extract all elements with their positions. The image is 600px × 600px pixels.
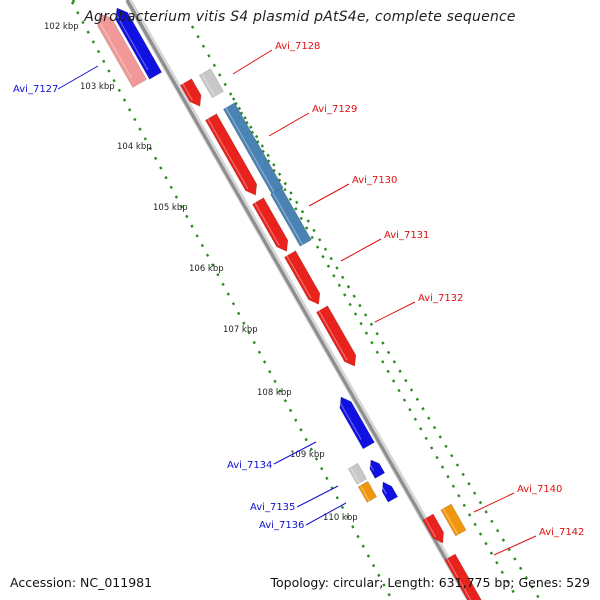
gene-leader-line — [273, 441, 317, 465]
feature-cds-forward — [444, 553, 482, 600]
kbp-label: 110 kbp — [323, 513, 358, 523]
kbp-label: 106 kbp — [189, 264, 224, 274]
gene-leader-line — [57, 65, 99, 90]
feature-blast-highlight — [225, 107, 275, 194]
feature-cds-reverse — [339, 396, 375, 450]
gene-leader-line — [340, 238, 382, 262]
gene-leader-line — [268, 112, 310, 137]
feature-rna-highlight — [359, 485, 370, 502]
gene-label-avi-7129: Avi_7129 — [312, 104, 357, 115]
tick-track-outer — [71, 0, 520, 600]
feature-other — [198, 68, 224, 99]
feature-cds-reverse-highlight — [379, 483, 387, 495]
feature-cds-reverse-highlight — [337, 398, 362, 440]
feature-cds-reverse — [115, 7, 163, 80]
feature-other — [347, 462, 368, 485]
feature-cds-forward-highlight — [254, 202, 280, 246]
tick-track-inner — [70, 1, 394, 600]
gene-leader-line — [232, 49, 273, 75]
feature-rna-highlight — [442, 508, 459, 535]
gene-leader-line — [493, 535, 537, 556]
kbp-label: 107 kbp — [223, 325, 258, 335]
feature-pseudo — [97, 13, 148, 88]
gene-label-avi-7140: Avi_7140 — [517, 484, 562, 495]
map-title: Agrobacterium vitis S4 plasmid pAtS4e, c… — [84, 9, 516, 25]
feature-cds-reverse-highlight — [367, 461, 375, 472]
accession-text: Accession: NC_011981 — [10, 575, 153, 590]
feature-cds-forward-highlight — [207, 118, 249, 190]
feature-cds-reverse — [381, 481, 399, 503]
feature-rna — [440, 503, 467, 537]
gene-label-avi-7135: Avi_7135 — [250, 502, 295, 513]
feature-pseudo-highlight — [95, 15, 132, 79]
kbp-label: 105 kbp — [153, 203, 188, 213]
feature-cds-forward — [315, 305, 357, 367]
gene-label-avi-7136: Avi_7136 — [259, 520, 304, 531]
feature-other-highlight — [349, 467, 360, 484]
kbp-label-layer: 102 kbp 103 kbp 104 kbp 105 kbp 106 kbp 107 k… — [44, 22, 358, 523]
feature-cds-forward — [422, 513, 444, 544]
gene-label-avi-7130: Avi_7130 — [352, 175, 397, 186]
feature-blast-highlight — [272, 192, 304, 246]
feature-rna — [357, 480, 378, 503]
feature-blast — [222, 102, 284, 195]
feature-cds-forward — [179, 78, 202, 107]
kbp-label: 102 kbp — [44, 22, 79, 32]
feature-cds-reverse-highlight — [113, 9, 149, 71]
gene-leader-line — [374, 301, 416, 323]
feature-blast — [269, 187, 312, 247]
feature-cds-forward-highlight — [424, 518, 437, 538]
gene-label-avi-7127: Avi_7127 — [13, 84, 58, 95]
feature-cds-forward — [204, 113, 258, 196]
feature-cds-forward-highlight — [446, 558, 472, 600]
gene-leader-line — [308, 183, 350, 207]
feature-cds-forward-highlight — [182, 83, 193, 101]
gene-label-layer: Avi_7127 Avi_7128 Avi_7129 Avi_7130 Avi_7131… — [13, 41, 584, 556]
kbp-label: 103 kbp — [80, 82, 115, 92]
gene-label-avi-7134: Avi_7134 — [227, 460, 272, 471]
backbone-line — [125, 0, 471, 600]
feature-cds-forward-highlight — [286, 255, 312, 299]
summary-text: Topology: circular; Length: 631,775 bp; … — [270, 575, 591, 590]
kbp-label: 109 kbp — [290, 450, 325, 460]
feature-cds-forward — [283, 250, 321, 305]
feature-cds-forward — [251, 197, 289, 252]
feature-cds-forward-highlight — [318, 310, 348, 361]
feature-layer — [95, 7, 482, 600]
gene-label-avi-7142: Avi_7142 — [539, 527, 584, 538]
gene-label-avi-7128: Avi_7128 — [275, 41, 320, 52]
gene-leader-line — [305, 502, 347, 526]
feature-other-highlight — [201, 73, 216, 97]
gene-leader-line — [296, 485, 339, 508]
kbp-label: 104 kbp — [117, 142, 152, 152]
kbp-label: 108 kbp — [257, 388, 292, 398]
feature-cds-reverse — [369, 459, 386, 479]
gene-label-avi-7131: Avi_7131 — [384, 230, 429, 241]
gene-leader-line — [473, 492, 515, 513]
gene-label-avi-7132: Avi_7132 — [418, 293, 463, 304]
